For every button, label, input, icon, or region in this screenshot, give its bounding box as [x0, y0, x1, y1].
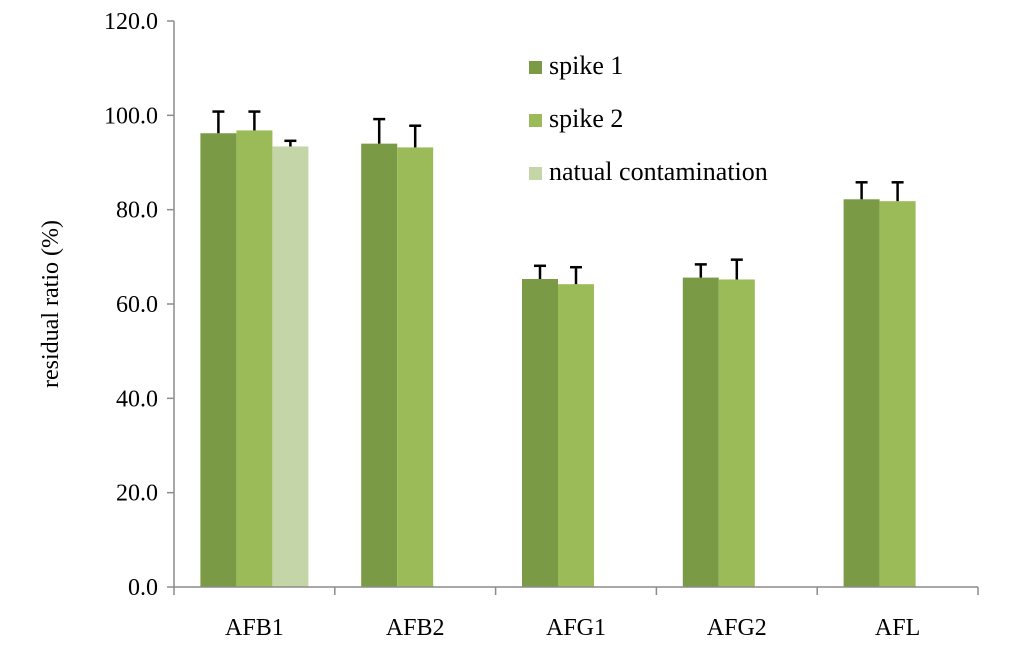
legend-swatch: [529, 167, 542, 180]
y-tick-label: 0.0: [128, 575, 158, 601]
legend-swatch: [529, 114, 542, 127]
bar: [558, 284, 594, 587]
bar: [236, 130, 273, 587]
y-axis-ticks: 0.0 20.0 40.0 60.0 80.0 100.0 120.0: [104, 9, 174, 601]
bar: [272, 146, 309, 588]
bar: [843, 199, 880, 588]
legend-label: natual contamination: [549, 157, 768, 186]
y-tick-label: 100.0: [104, 103, 158, 129]
legend-label: spike 1: [549, 51, 623, 80]
x-axis-labels: AFB1 AFB2 AFG1 AFG2 AFL: [173, 587, 979, 641]
x-tick-label: AFB2: [386, 615, 445, 641]
y-tick-label: 60.0: [116, 292, 158, 318]
legend-label: spike 2: [549, 104, 623, 133]
legend-swatch: [529, 61, 542, 74]
x-tick-label: AFB1: [225, 615, 284, 641]
bar: [397, 147, 434, 587]
bar: [879, 201, 916, 587]
y-tick-label: 20.0: [116, 481, 158, 507]
x-tick-label: AFG1: [546, 615, 606, 641]
axes: [173, 21, 978, 588]
error-bar-group: [212, 110, 904, 285]
bar: [682, 277, 719, 587]
bar: [718, 279, 755, 587]
y-axis-title: residual ratio (%): [38, 220, 64, 388]
bar: [200, 133, 237, 588]
y-tick-label: 120.0: [104, 9, 158, 35]
bar-series-group: [200, 130, 916, 588]
bar: [361, 143, 398, 587]
y-tick-label: 40.0: [116, 386, 158, 412]
y-tick-label: 80.0: [116, 198, 158, 224]
bar: [522, 279, 558, 587]
legend: spike 1 spike 2 natual contamination: [529, 51, 768, 186]
x-tick-label: AFG2: [707, 615, 767, 641]
x-tick-label: AFL: [875, 615, 920, 641]
